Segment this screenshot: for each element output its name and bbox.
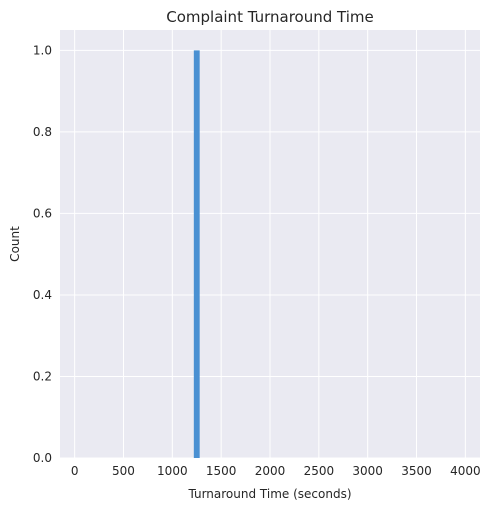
x-tick-label: 3000	[352, 464, 383, 478]
y-axis-label: Count	[8, 226, 22, 262]
y-tick-label: 1.0	[33, 43, 52, 57]
x-tick-label: 1000	[157, 464, 188, 478]
x-axis-label: Turnaround Time (seconds)	[187, 487, 351, 501]
x-tick-label: 1500	[206, 464, 237, 478]
bars	[193, 50, 200, 458]
x-tick-label: 3500	[401, 464, 432, 478]
y-tick-label: 0.4	[33, 288, 52, 302]
x-tick-label: 2000	[255, 464, 286, 478]
y-tick-label: 0.6	[33, 206, 52, 220]
x-tick-label: 2500	[304, 464, 335, 478]
y-tick-label: 0.2	[33, 369, 52, 383]
y-tick-label: 0.0	[33, 451, 52, 465]
y-tick-label: 0.8	[33, 125, 52, 139]
grid-lines	[60, 30, 480, 459]
histogram-bar	[193, 50, 200, 458]
x-tick-label: 500	[112, 464, 135, 478]
x-tick-label: 4000	[450, 464, 481, 478]
x-tick-labels: 0 500 1000 1500 2000 2500 3000 3500 4000	[71, 464, 481, 478]
y-tick-labels: 0.0 0.2 0.4 0.6 0.8 1.0	[33, 43, 52, 465]
chart-title: Complaint Turnaround Time	[166, 8, 374, 26]
x-tick-label: 0	[71, 464, 79, 478]
